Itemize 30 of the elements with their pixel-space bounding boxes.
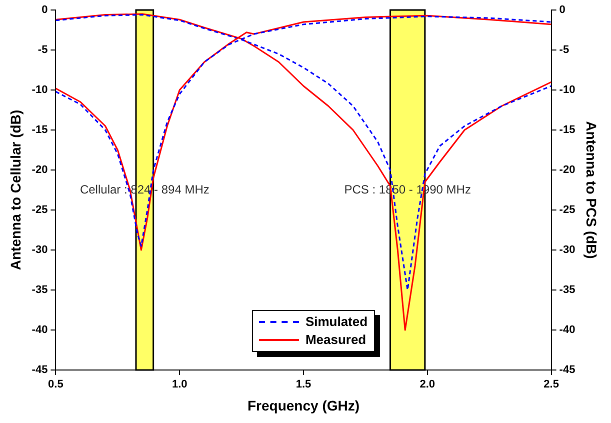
legend-label: Measured (305, 331, 366, 349)
y-tick-label: -5 (38, 44, 48, 56)
y-tick-label: -35 (32, 284, 48, 296)
y2-tick-label: -10 (559, 84, 576, 96)
y-tick-label: -10 (32, 84, 48, 96)
legend-label: Simulated (305, 313, 368, 331)
x-tick-label: 2.5 (544, 378, 559, 391)
x-tick-label: 1.0 (172, 378, 188, 391)
y-tick-label: 0 (42, 4, 48, 16)
y-axis-title: Antenna to Cellular (dB) (7, 110, 24, 270)
y2-tick-label: -15 (559, 124, 576, 136)
y2-tick-label: -40 (559, 324, 576, 336)
x-tick-label: 1.5 (296, 378, 312, 391)
y-tick-label: -20 (32, 164, 48, 176)
y2-tick-label: -20 (559, 164, 576, 176)
y-tick-label: -30 (32, 244, 48, 256)
y2-tick-label: -30 (559, 244, 576, 256)
y-tick-label: -15 (32, 124, 48, 136)
y-tick-label: -40 (32, 324, 48, 336)
y-tick-label: -25 (32, 204, 48, 216)
y2-tick-label: -45 (559, 364, 576, 376)
y2-axis-title: Antenna to PCS (dB) (584, 121, 600, 259)
y2-tick-label: -25 (559, 204, 576, 216)
x-axis-title: Frequency (GHz) (247, 397, 360, 414)
y2-tick-label: -5 (559, 44, 570, 56)
y-tick-label: -45 (32, 364, 48, 376)
y2-tick-label: -35 (559, 284, 576, 296)
x-tick-label: 0.5 (48, 378, 64, 391)
y2-tick-label: 0 (559, 4, 566, 16)
x-tick-label: 2.0 (420, 378, 436, 391)
